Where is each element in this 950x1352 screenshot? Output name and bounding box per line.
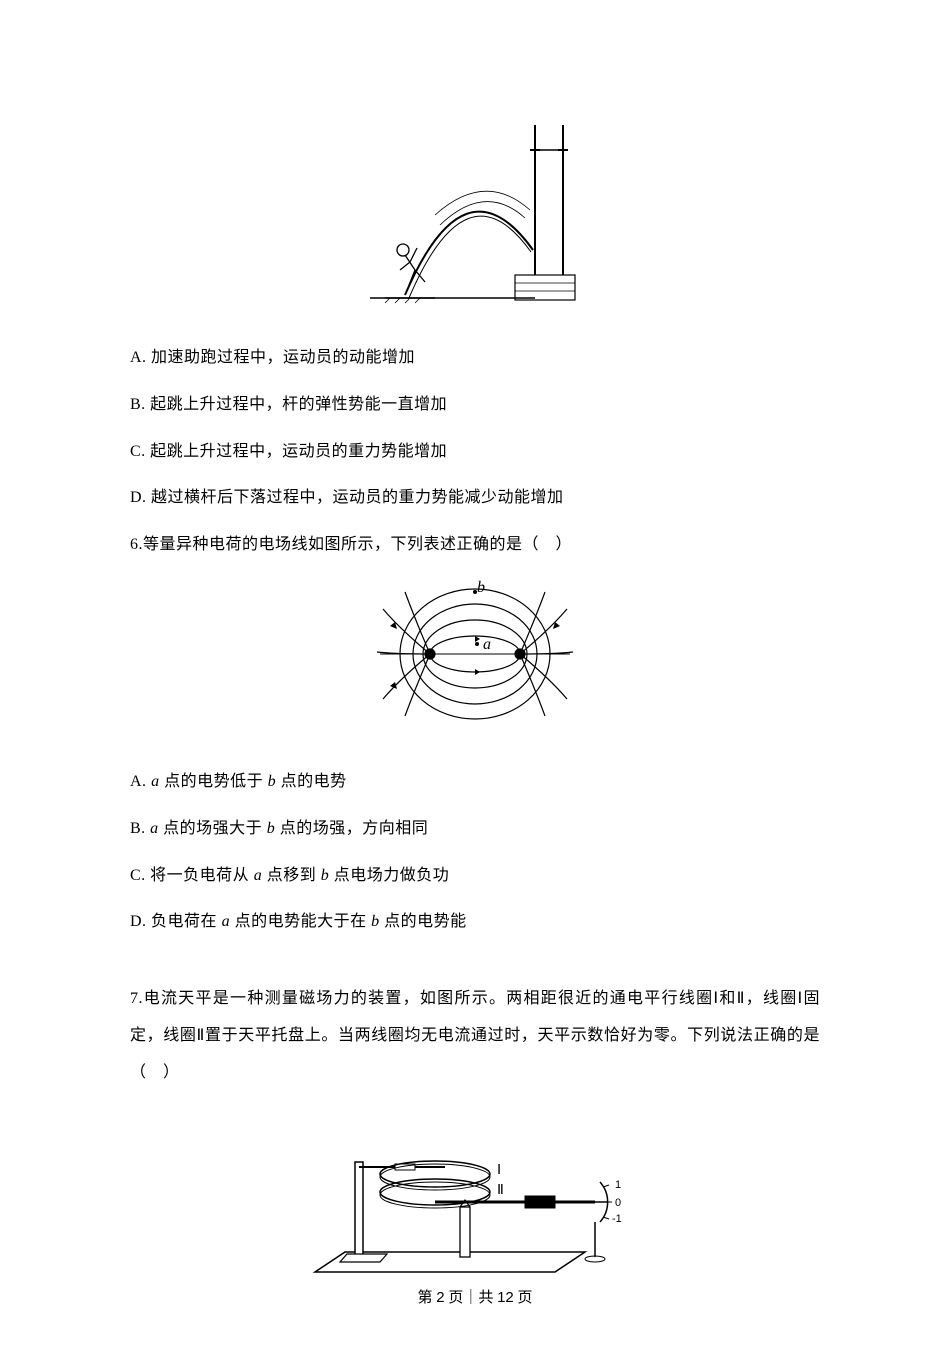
footer-text: 页｜共 bbox=[445, 1290, 498, 1306]
svg-text:0: 0 bbox=[615, 1197, 621, 1209]
current-balance-illustration: Ⅰ Ⅱ 1 0 -1 bbox=[305, 1102, 645, 1282]
q7-stem: 7.电流天平是一种测量磁场力的装置，如图所示。两相距很近的通电平行线圈Ⅰ和Ⅱ，线… bbox=[130, 981, 820, 1091]
var-a: a bbox=[222, 913, 231, 930]
text: C. 将一负电荷从 bbox=[130, 867, 254, 884]
q5-choice-a: A. 加速助跑过程中，运动员的动能增加 bbox=[130, 340, 820, 377]
page-container: A. 加速助跑过程中，运动员的动能增加 B. 起跳上升过程中，杆的弹性势能一直增… bbox=[0, 0, 950, 1352]
q6-choice-b: B. a 点的场强大于 b 点的场强，方向相同 bbox=[130, 811, 820, 848]
svg-text:Ⅱ: Ⅱ bbox=[497, 1183, 504, 1198]
var-b: b bbox=[267, 820, 276, 837]
dipole-field-illustration: a b bbox=[365, 574, 585, 734]
text: 点的电势能大于在 bbox=[230, 913, 371, 930]
var-a: a bbox=[151, 773, 160, 790]
q5-choice-c: C. 起跳上升过程中，运动员的重力势能增加 bbox=[130, 434, 820, 471]
var-a: a bbox=[254, 867, 263, 884]
spacer bbox=[130, 951, 820, 971]
text: 点的电势低于 bbox=[160, 773, 268, 790]
text: D. 负电荷在 bbox=[130, 913, 222, 930]
svg-text:-1: -1 bbox=[612, 1213, 622, 1225]
text: 点的电势 bbox=[276, 773, 347, 790]
total-pages: 12 bbox=[497, 1289, 514, 1306]
q6-figure: a b bbox=[130, 574, 820, 734]
pole-vault-illustration bbox=[365, 120, 585, 310]
text: A. bbox=[130, 773, 151, 790]
page-number: 2 bbox=[436, 1289, 444, 1306]
q5-figure bbox=[130, 120, 820, 310]
q6-choice-c: C. 将一负电荷从 a 点移到 b 点电场力做负功 bbox=[130, 858, 820, 895]
q6-stem: 6.等量异种电荷的电场线如图所示，下列表述正确的是（ ） bbox=[130, 527, 820, 564]
q7-figure: Ⅰ Ⅱ 1 0 -1 bbox=[130, 1102, 820, 1282]
q6-choice-d: D. 负电荷在 a 点的电势能大于在 b 点的电势能 bbox=[130, 904, 820, 941]
var-b: b bbox=[371, 913, 380, 930]
text: B. bbox=[130, 820, 150, 837]
q5-choice-b: B. 起跳上升过程中，杆的弹性势能一直增加 bbox=[130, 387, 820, 424]
text: 点的场强，方向相同 bbox=[275, 820, 428, 837]
text: 点的电势能 bbox=[380, 913, 467, 930]
svg-text:a: a bbox=[483, 636, 491, 653]
q6-choice-a: A. a 点的电势低于 b 点的电势 bbox=[130, 764, 820, 801]
svg-text:b: b bbox=[477, 579, 485, 596]
text: 点电场力做负功 bbox=[329, 867, 449, 884]
text: 点的场强大于 bbox=[159, 820, 267, 837]
footer-text: 页 bbox=[514, 1290, 533, 1306]
var-b: b bbox=[321, 867, 330, 884]
footer-text: 第 bbox=[417, 1290, 436, 1306]
var-b: b bbox=[268, 773, 277, 790]
q5-choice-d: D. 越过横杆后下落过程中，运动员的重力势能减少动能增加 bbox=[130, 480, 820, 517]
svg-text:Ⅰ: Ⅰ bbox=[497, 1163, 501, 1178]
text: 点移到 bbox=[262, 867, 321, 884]
var-a: a bbox=[150, 820, 159, 837]
svg-text:1: 1 bbox=[615, 1179, 621, 1191]
page-footer: 第 2 页｜共 12 页 bbox=[0, 1286, 950, 1310]
